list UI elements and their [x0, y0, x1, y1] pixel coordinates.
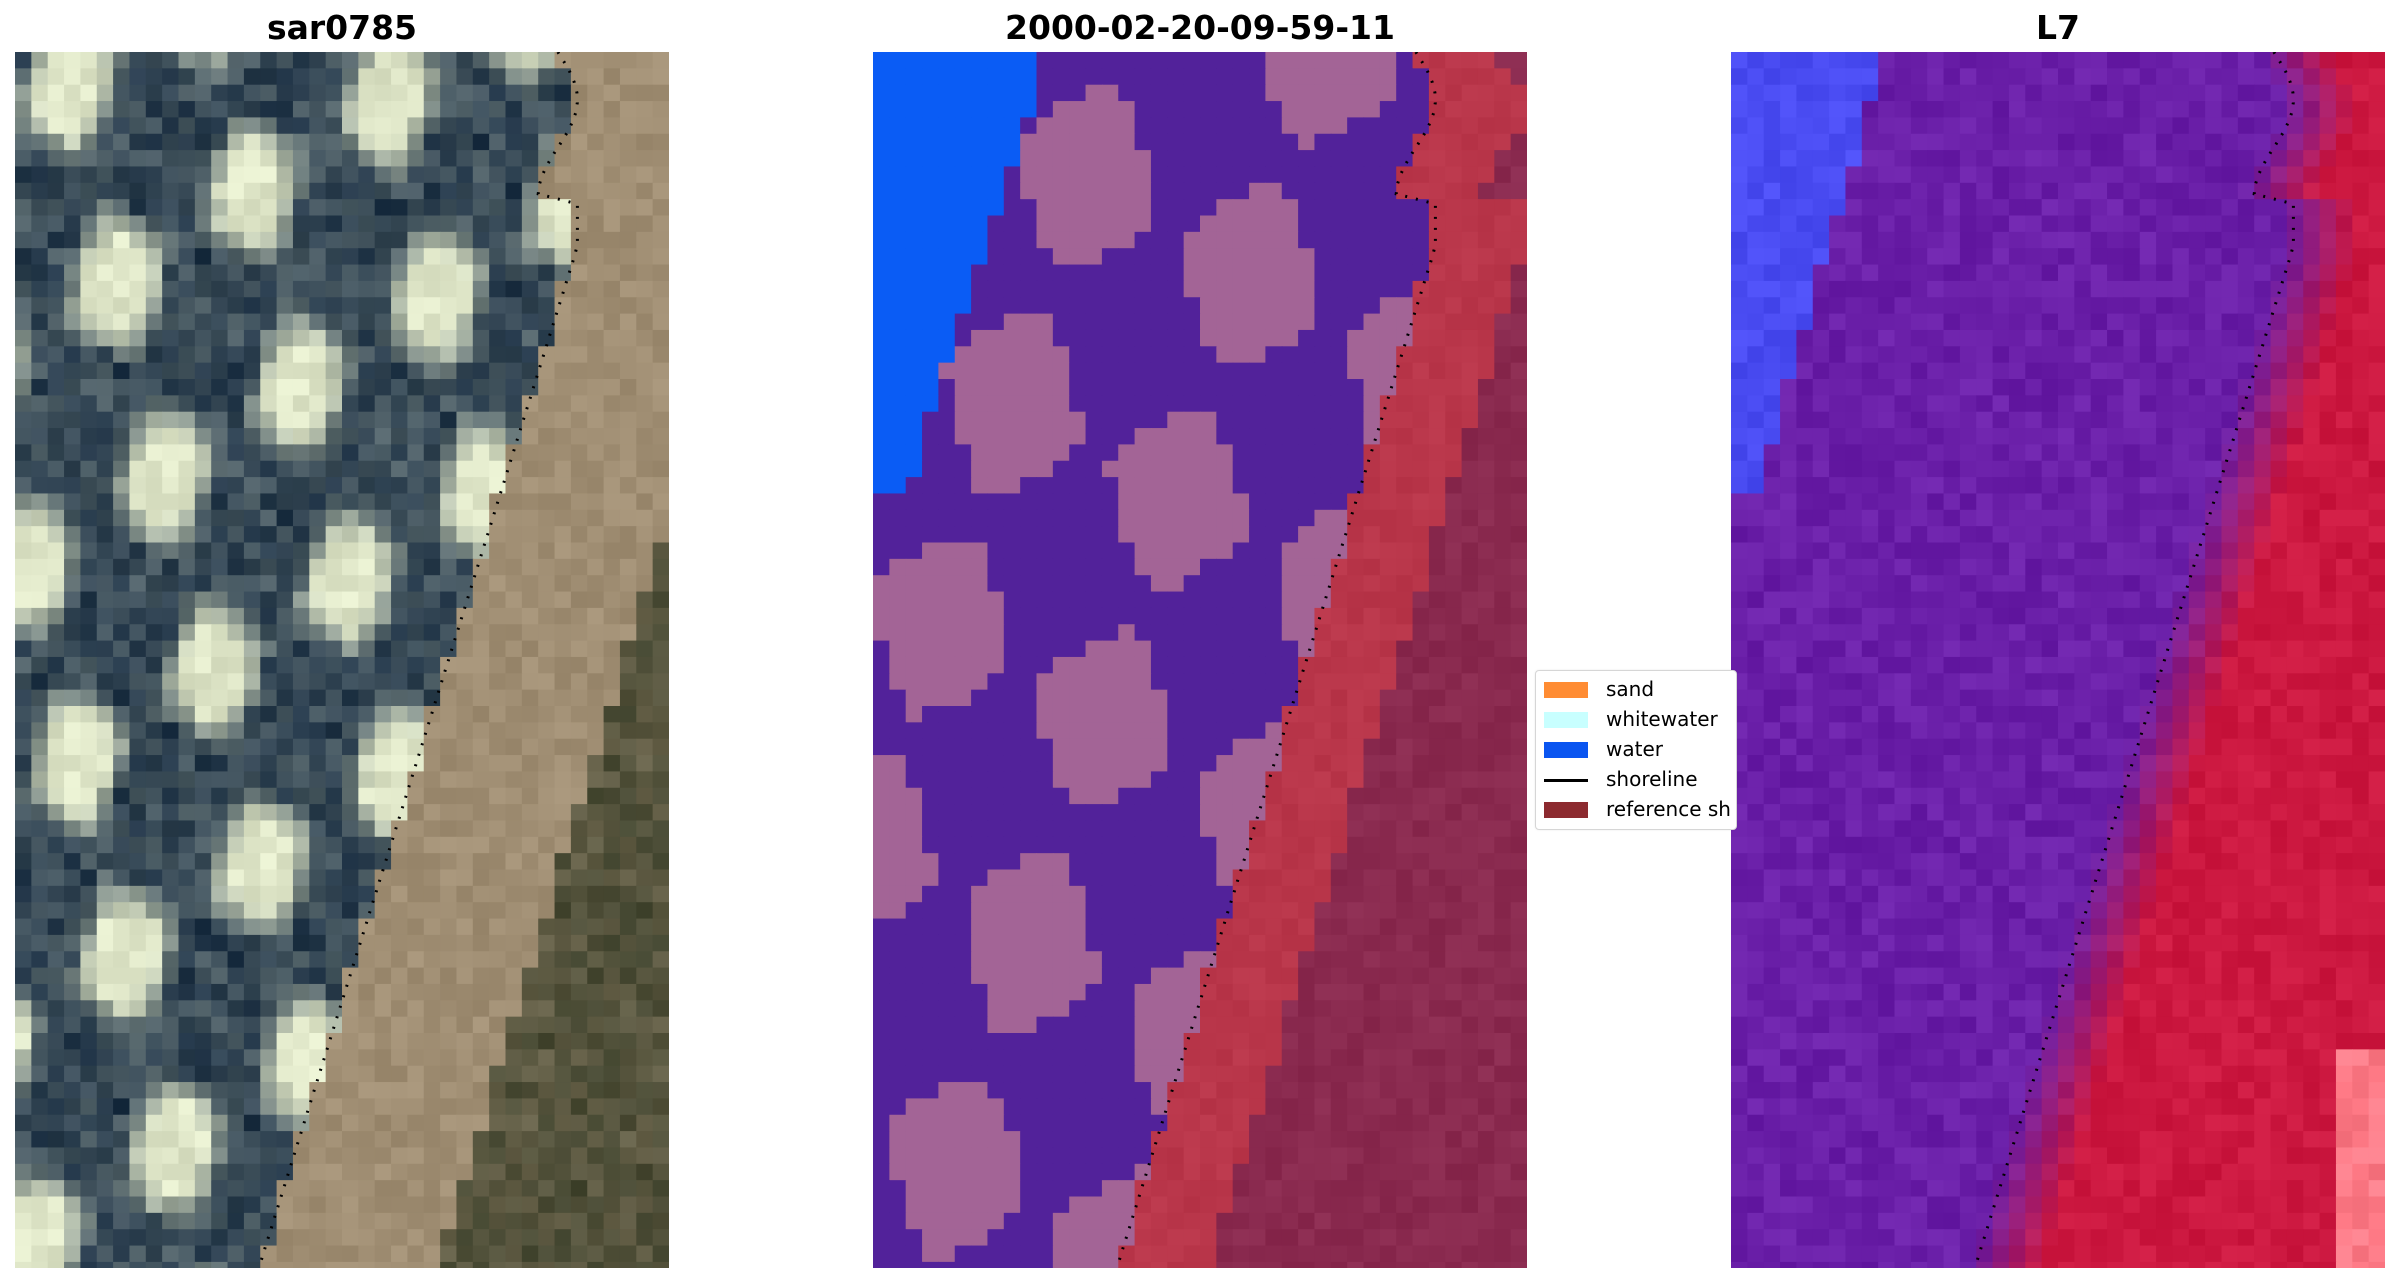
legend-label-whitewater: whitewater — [1606, 707, 1718, 731]
water-swatch — [1544, 742, 1588, 758]
false-color-image-panel — [1731, 52, 2385, 1268]
whitewater-swatch — [1544, 712, 1588, 728]
classified-image-panel — [873, 52, 1527, 1268]
panel-title-classified: 2000-02-20-09-59-11 — [1005, 8, 1395, 47]
false-color-shoreline — [1973, 52, 2295, 1268]
rgb-shoreline — [257, 52, 579, 1268]
legend-label-water: water — [1606, 737, 1663, 761]
legend-label-sand: sand — [1606, 677, 1655, 701]
panel-title-rgb: sar0785 — [266, 8, 418, 47]
rgb-image — [15, 52, 669, 1268]
classified-image — [873, 52, 1527, 1268]
classified-shoreline — [1115, 52, 1437, 1268]
panel-title-false-color: L7 — [2036, 8, 2080, 47]
legend: sand whitewater water shoreline referenc… — [1535, 670, 1737, 830]
legend-label-shoreline: shoreline — [1606, 767, 1698, 791]
false-color-image — [1731, 52, 2385, 1268]
rgb-image-panel — [15, 52, 669, 1268]
legend-label-reference-shoreline: reference sh — [1606, 797, 1731, 821]
shoreline-line-swatch — [1544, 779, 1588, 782]
sand-swatch — [1544, 682, 1588, 698]
reference-shoreline-swatch — [1544, 802, 1588, 818]
